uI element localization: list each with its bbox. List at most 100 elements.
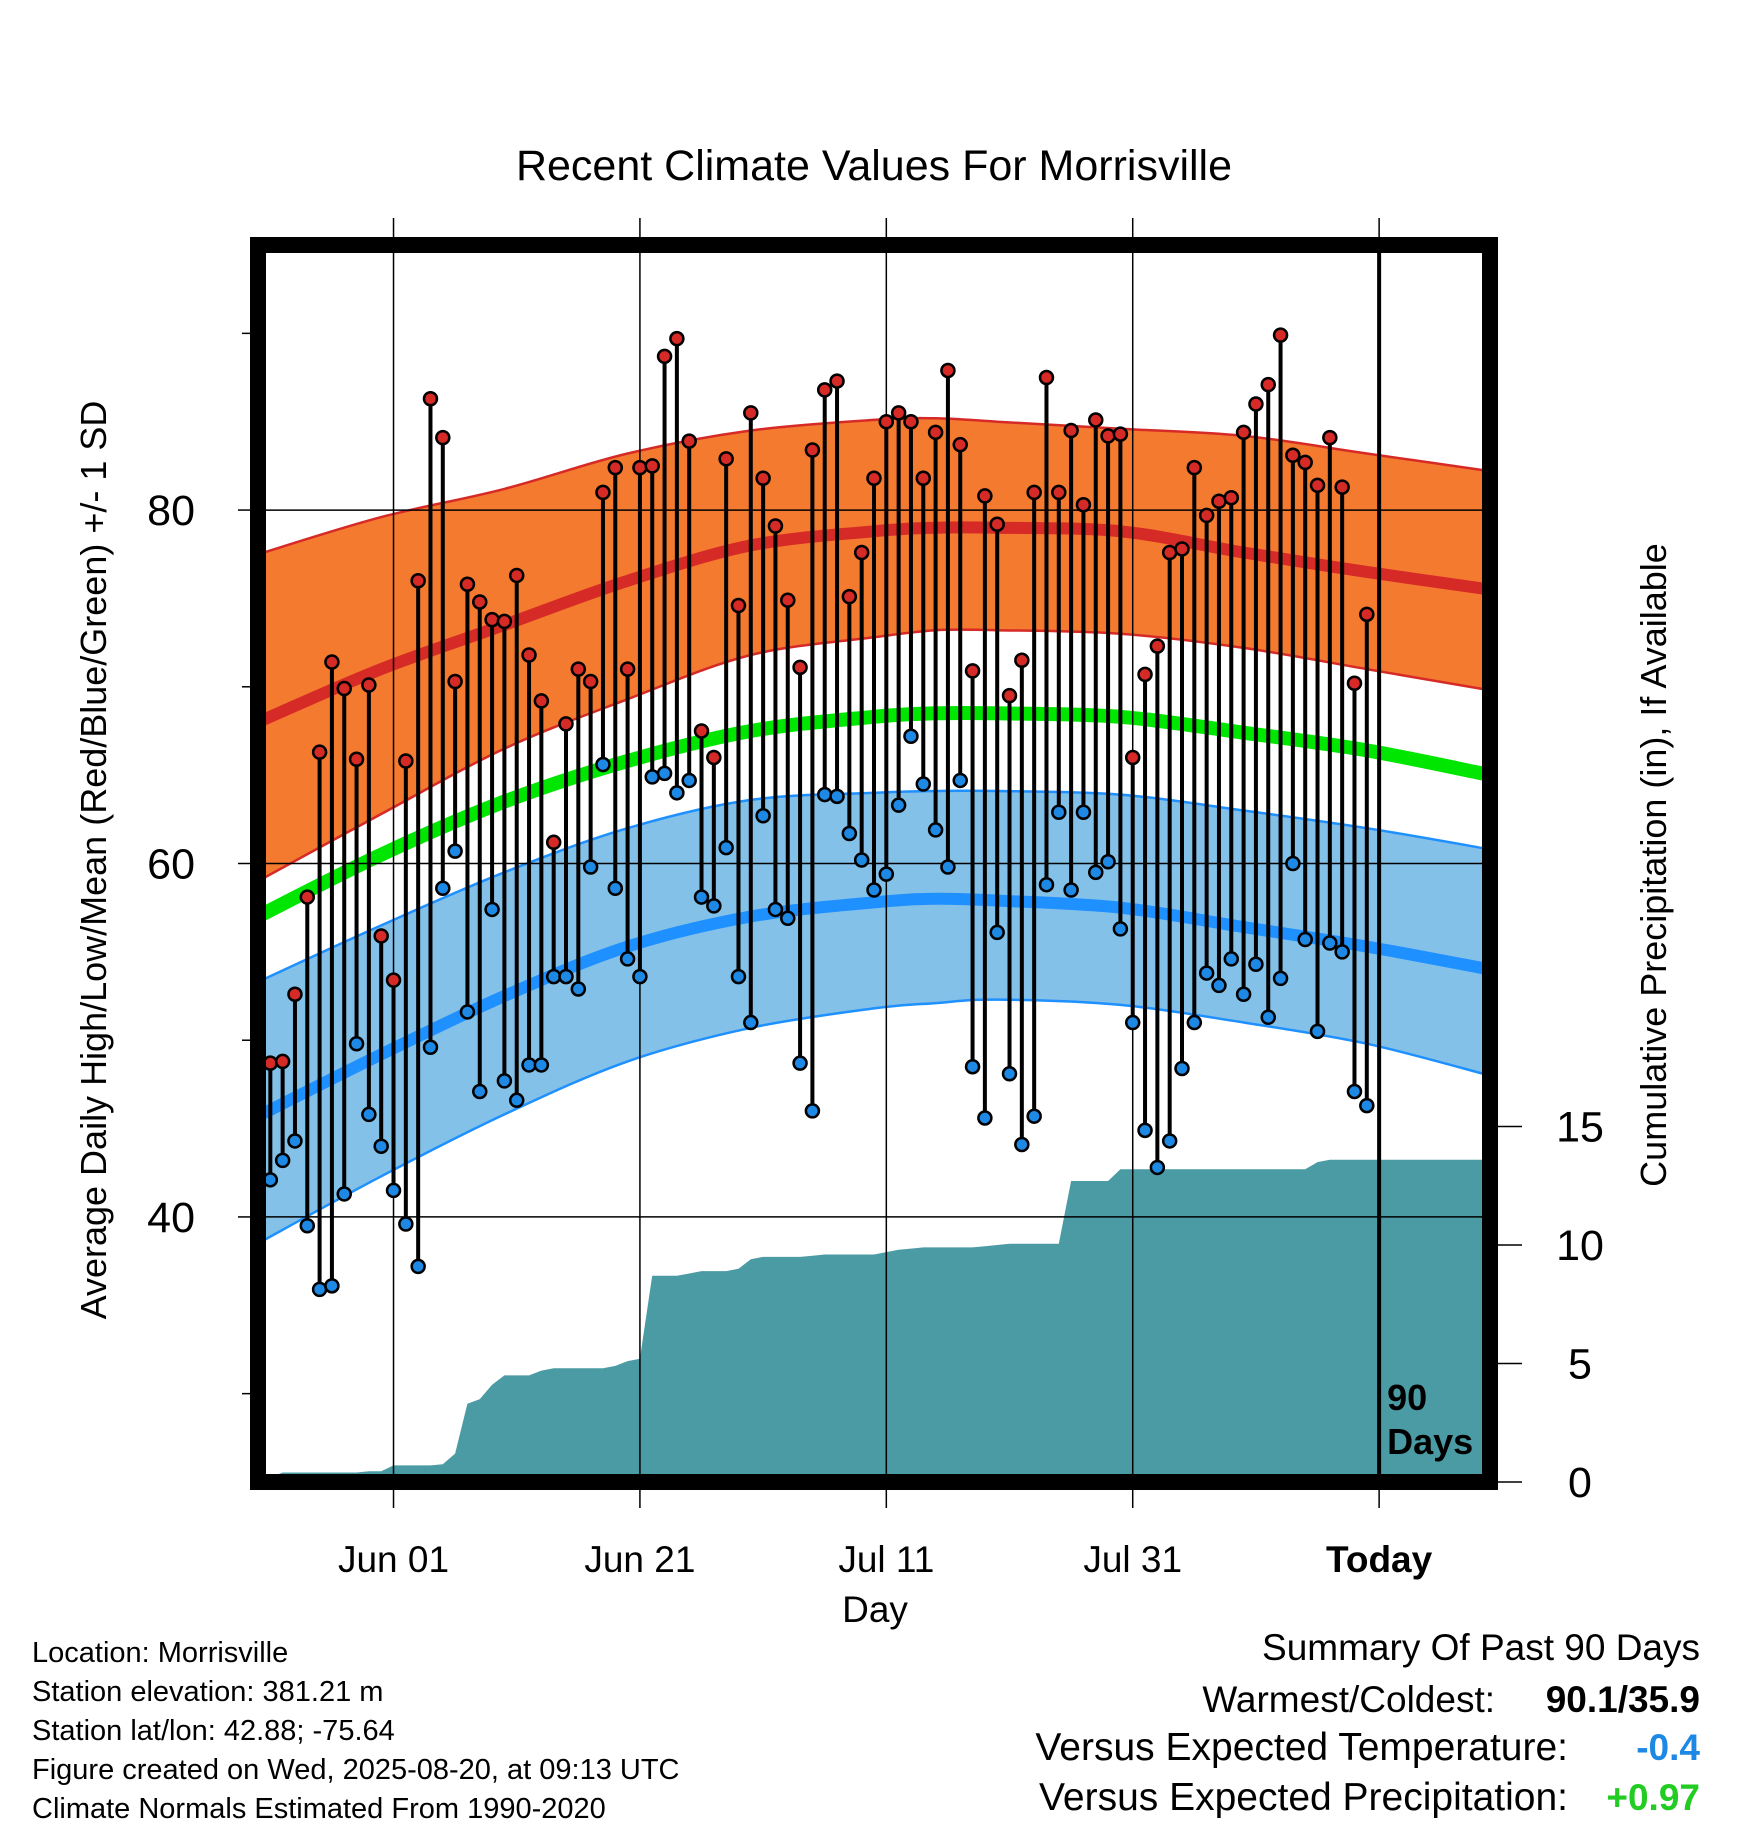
today-window-label: Days	[1387, 1421, 1473, 1462]
daily-high-point	[1297, 454, 1313, 471]
precip-vs-expected-label: Versus Expected Precipitation:	[1039, 1776, 1568, 1819]
y-tick-label: 40	[147, 1194, 195, 1242]
daily-low-point	[853, 852, 870, 868]
daily-low-point	[1223, 951, 1240, 967]
daily-high-point	[1149, 638, 1166, 654]
daily-high-point	[804, 442, 821, 458]
daily-high-point	[866, 470, 882, 487]
daily-low-point	[545, 968, 562, 985]
y2-tick-label: 5	[1568, 1341, 1592, 1389]
daily-high-point	[1309, 477, 1326, 494]
daily-high-point	[1223, 489, 1240, 506]
daily-low-point	[1260, 1009, 1276, 1025]
daily-low-point	[1359, 1097, 1375, 1114]
high-band-lower-edge	[258, 628, 1490, 883]
daily-high-point	[755, 470, 771, 487]
daily-high-point	[484, 611, 500, 628]
daily-high-point	[989, 516, 1005, 532]
daily-high-point	[964, 663, 981, 679]
temp-vs-expected-value: -0.4	[1636, 1727, 1700, 1768]
daily-low-point	[373, 1138, 389, 1154]
daily-high-point	[1285, 447, 1301, 464]
daily-high-point	[1014, 652, 1030, 669]
daily-high-point	[582, 673, 599, 690]
today-window-label: 90	[1387, 1377, 1427, 1418]
daily-low-point	[422, 1039, 439, 1056]
daily-low-point	[816, 786, 833, 803]
daily-high-point	[1211, 493, 1227, 509]
daily-low-point	[1235, 986, 1252, 1003]
daily-low-point	[1100, 853, 1116, 870]
daily-low-point	[903, 728, 919, 745]
summary-panel: Summary Of Past 90 Days Warmest/Coldest:…	[1035, 1627, 1700, 1819]
daily-low-point	[1297, 931, 1313, 948]
daily-low-point	[1174, 1060, 1190, 1077]
daily-low-point	[361, 1106, 377, 1123]
daily-high-point	[977, 488, 993, 504]
daily-high-point	[730, 597, 747, 614]
plot-frame	[250, 237, 1498, 1490]
daily-high-point	[1137, 666, 1153, 683]
x-tick-label: Jun 21	[584, 1539, 695, 1580]
daily-low-point	[1346, 1083, 1363, 1100]
x-tick-label: Jul 31	[1083, 1539, 1182, 1580]
daily-low-point	[730, 968, 747, 985]
daily-high-point	[299, 889, 316, 905]
daily-high-point	[1260, 376, 1276, 393]
y2-axis-label: Cumulative Precipitation (in), If Availa…	[1633, 543, 1674, 1187]
daily-high-point	[903, 413, 919, 430]
daily-high-point	[780, 592, 796, 608]
daily-low-point	[336, 1186, 352, 1202]
y-axis-label: Average Daily High/Low/Mean (Red/Blue/Gr…	[73, 401, 114, 1320]
daily-low-point	[927, 822, 944, 838]
low-band-lower-edge	[258, 998, 1490, 1245]
daily-high-point	[558, 716, 574, 732]
daily-high-point	[1038, 369, 1055, 386]
daily-high-point	[829, 373, 845, 389]
y2-tick-label: 15	[1556, 1104, 1604, 1152]
daily-low-point	[435, 880, 451, 896]
daily-low-point	[521, 1057, 537, 1073]
daily-high-point	[656, 348, 673, 365]
daily-high-point	[410, 573, 426, 589]
high-sd-band	[258, 418, 1490, 882]
daily-low-point	[533, 1057, 550, 1073]
daily-high-point	[1322, 429, 1338, 446]
daily-low-point	[472, 1083, 488, 1100]
daily-low-point	[644, 769, 660, 785]
daily-high-point	[1088, 412, 1104, 428]
precip-area	[258, 1159, 1490, 1482]
normals-text: Climate Normals Estimated From 1990-2020	[32, 1793, 606, 1825]
daily-high-point	[348, 751, 365, 767]
daily-low-point	[1161, 1133, 1178, 1149]
summary-title: Summary Of Past 90 Days	[1262, 1627, 1700, 1668]
daily-low-point	[299, 1218, 316, 1234]
daily-high-point	[1100, 428, 1116, 444]
daily-low-point	[607, 880, 624, 896]
daily-low-point	[878, 866, 895, 882]
daily-low-point	[287, 1133, 303, 1149]
warmest-coldest-value: 90.1/35.9	[1546, 1679, 1700, 1720]
created-text: Figure created on Wed, 2025-08-20, at 09…	[32, 1754, 680, 1786]
daily-low-point	[274, 1152, 291, 1169]
daily-high-point	[472, 594, 488, 610]
daily-low-point	[447, 843, 463, 859]
daily-high-point	[853, 544, 870, 561]
daily-high-point	[1272, 327, 1289, 343]
latlon-text: Station lat/lon: 42.88; -75.64	[32, 1715, 395, 1747]
daily-high-point	[595, 484, 611, 501]
daily-low-point	[1309, 1023, 1326, 1040]
daily-high-point	[447, 673, 463, 690]
daily-high-point	[841, 588, 858, 605]
daily-high-point	[1112, 426, 1129, 442]
daily-low-point	[1051, 804, 1067, 821]
location-text: Location: Morrisville	[32, 1637, 288, 1669]
daily-low-point	[866, 882, 882, 898]
daily-high-point	[508, 567, 525, 584]
daily-low-point	[1211, 977, 1227, 994]
elevation-text: Station elevation: 381.21 m	[32, 1676, 383, 1708]
daily-low-point	[619, 951, 636, 967]
warmest-coldest-label: Warmest/Coldest:	[1202, 1679, 1495, 1720]
daily-high-point	[927, 424, 944, 441]
daily-low-point	[989, 924, 1005, 941]
